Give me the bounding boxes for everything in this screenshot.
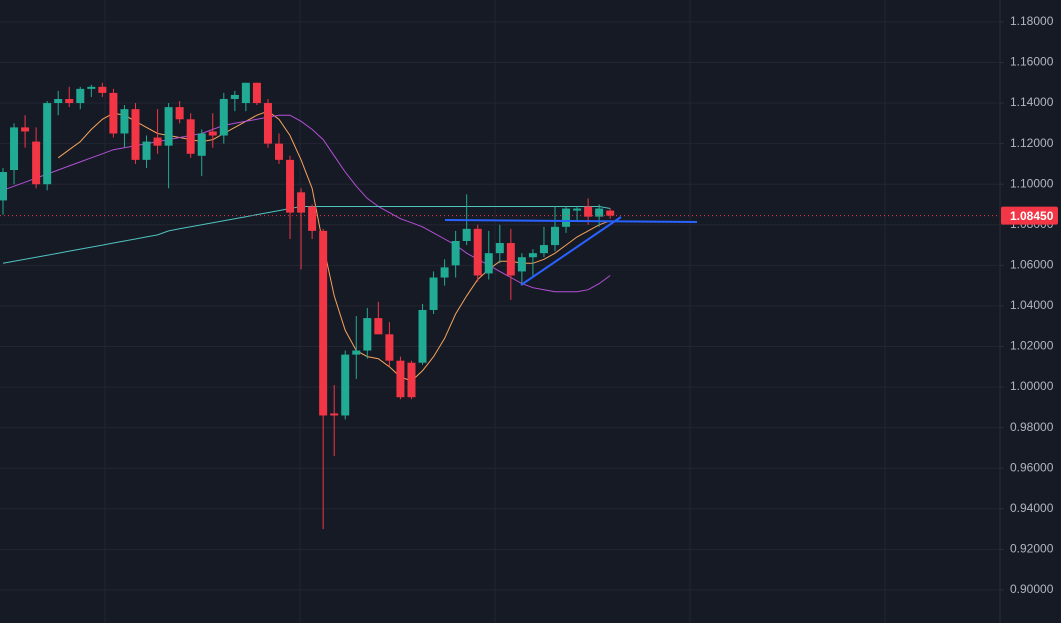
candle-body	[573, 208, 582, 211]
candle-body	[0, 172, 7, 201]
candle-body	[429, 277, 438, 310]
last-price-tag	[1001, 206, 1058, 225]
candle-body	[352, 350, 361, 355]
candle-body	[263, 103, 272, 144]
candle-body	[54, 98, 63, 104]
candle-body	[330, 413, 339, 416]
candle-body	[142, 141, 151, 160]
candle-body	[219, 98, 228, 136]
candle-body	[286, 159, 295, 213]
vertical-grid	[104, 0, 886, 623]
candle-body	[517, 257, 526, 272]
candle-body	[385, 334, 394, 361]
candle-body	[175, 107, 184, 120]
candle-body	[374, 318, 383, 335]
candle-body	[65, 98, 74, 104]
moving-average-line	[2, 206, 611, 264]
candle-body	[230, 94, 239, 99]
candle-body	[131, 109, 140, 160]
candle-body	[120, 109, 129, 134]
last-price-label: 1.08450	[1010, 209, 1054, 223]
y-tick-label: 0.96000	[1010, 460, 1054, 474]
y-tick-label: 1.04000	[1010, 298, 1054, 312]
candle-body	[539, 245, 548, 254]
candle-body	[87, 86, 96, 89]
candle-body	[418, 309, 427, 363]
candle-body	[451, 241, 460, 266]
candle-body	[606, 210, 615, 216]
y-tick-label: 1.14000	[1010, 95, 1054, 109]
candle-body	[407, 362, 416, 398]
horizontal-trend-line[interactable]	[444, 219, 698, 223]
candle-body	[440, 267, 449, 278]
candle-body	[584, 206, 593, 217]
candle-body	[208, 131, 217, 136]
candle-body	[562, 208, 571, 227]
y-tick-label: 0.98000	[1010, 420, 1054, 434]
candle-body	[551, 226, 559, 246]
y-tick-label: 1.02000	[1010, 339, 1054, 353]
candle-body	[98, 86, 107, 93]
candle-body	[43, 103, 52, 185]
candle-body	[396, 360, 405, 398]
moving-average-line	[2, 114, 611, 293]
candle-body	[153, 137, 162, 146]
candle-body	[595, 208, 604, 217]
candle-body	[473, 228, 482, 276]
candle-body	[484, 253, 493, 274]
candle-body	[319, 230, 328, 416]
rising-trend-line[interactable]	[520, 216, 622, 286]
candle-body	[241, 82, 250, 104]
candle-body	[252, 82, 261, 104]
candle-body	[32, 141, 41, 185]
candle-body	[506, 243, 515, 276]
y-tick-label: 1.10000	[1010, 176, 1054, 190]
candle-body	[528, 253, 537, 258]
candle-body	[76, 88, 85, 104]
y-tick-label: 1.12000	[1010, 136, 1054, 150]
y-tick-label: 1.00000	[1010, 379, 1054, 393]
y-tick-label: 0.90000	[1010, 582, 1054, 596]
candle-body	[363, 318, 372, 351]
candle-body	[297, 192, 306, 213]
candle-body	[109, 92, 118, 134]
y-tick-label: 1.06000	[1010, 258, 1054, 272]
y-tick-label: 0.92000	[1010, 542, 1054, 556]
y-tick-label: 1.16000	[1010, 55, 1054, 69]
candle-body	[462, 228, 471, 242]
candle-body	[10, 127, 19, 171]
candle-body	[21, 127, 30, 132]
y-tick-label: 1.18000	[1010, 14, 1054, 28]
candle-body	[275, 143, 283, 160]
y-tick-label: 0.94000	[1010, 501, 1054, 515]
candle-body	[341, 354, 350, 416]
candle-body	[495, 243, 504, 254]
candle-body	[308, 206, 317, 231]
candle-body	[197, 133, 206, 156]
candle-body	[186, 119, 195, 154]
plot-area	[0, 21, 1000, 591]
candle-body	[164, 107, 173, 146]
